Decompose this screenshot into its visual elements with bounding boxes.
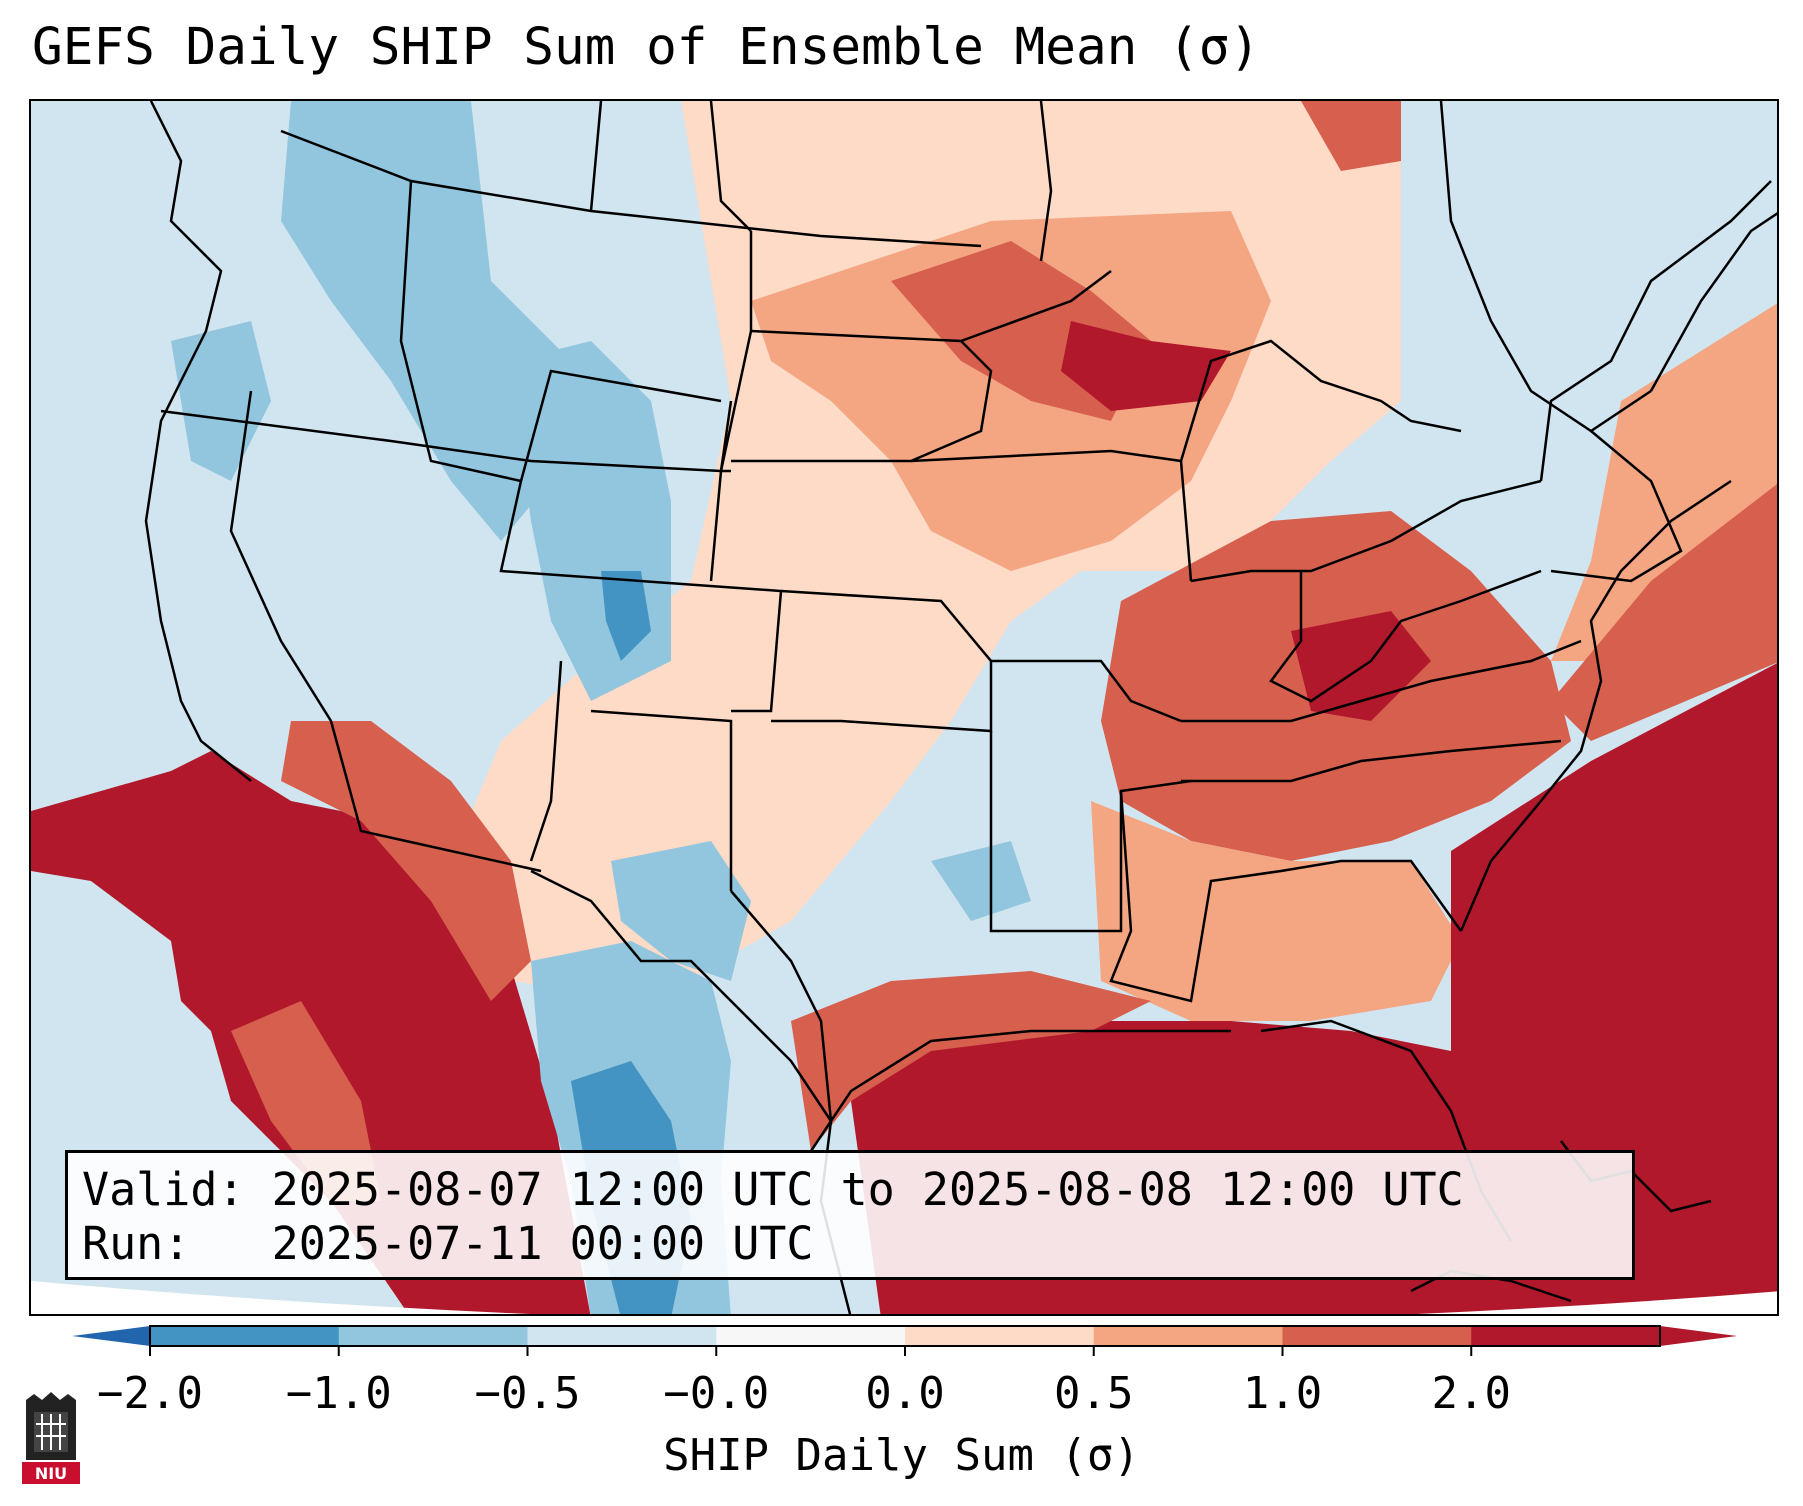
- colorbar: [72, 1325, 1737, 1356]
- colorbar-segment: [1282, 1326, 1472, 1346]
- colorbar-extend-high: [1660, 1326, 1737, 1346]
- political-borders: [144, 101, 1777, 1314]
- colorbar-tick-label: 1.0: [1242, 1368, 1323, 1419]
- colorbar-segment: [1093, 1326, 1283, 1346]
- colorbar-extend-low: [72, 1326, 150, 1346]
- atlantic-anomaly: [1551, 484, 1777, 741]
- niu-logo: NIU: [22, 1392, 80, 1484]
- colorbar-segment: [527, 1326, 717, 1346]
- texas-blue: [611, 841, 751, 981]
- niu-logo-text: NIU: [35, 1464, 67, 1483]
- map-title: GEFS Daily SHIP Sum of Ensemble Mean (σ): [32, 18, 1261, 77]
- colorbar-tick-label: −0.0: [663, 1368, 770, 1419]
- colorbar-tick-label: 2.0: [1431, 1368, 1511, 1419]
- colorbar-segment: [150, 1326, 340, 1346]
- colorbar-segment: [905, 1326, 1095, 1346]
- canada-north-anomaly: [1301, 101, 1401, 171]
- projection-edge-bottom: [31, 1281, 1777, 1314]
- colorbar-segments: [150, 1326, 1661, 1346]
- valid-time-line: Valid: 2025-08-07 12:00 UTC to 2025-08-0…: [82, 1163, 1464, 1216]
- run-time-line: Run: 2025-07-11 00:00 UTC: [82, 1217, 814, 1270]
- colorbar-tick-label: −1.0: [285, 1368, 392, 1419]
- colorbar-segment: [716, 1326, 906, 1346]
- colorbar-tick-label: −2.0: [97, 1368, 203, 1419]
- colorbar-tick-label: −0.5: [474, 1368, 581, 1419]
- colorado-blue-core: [601, 571, 651, 661]
- michigan-peak: [1061, 321, 1231, 411]
- kentucky-peak: [1291, 611, 1431, 721]
- upper-midwest-anomaly: [751, 211, 1271, 571]
- colorbar-label: SHIP Daily Sum (σ): [663, 1430, 1140, 1481]
- valid-run-info-box: Valid: 2025-08-07 12:00 UTC to 2025-08-0…: [65, 1150, 1635, 1280]
- texas-coast-anomaly: [791, 971, 1151, 1151]
- southeast-anomaly: [1091, 801, 1461, 1021]
- colorbar-segment: [338, 1326, 528, 1346]
- baja-anomaly: [281, 721, 531, 1001]
- california-blue: [171, 321, 271, 481]
- colorbar-ticks: [149, 1346, 1473, 1356]
- colorbar-tick-label: 0.0: [865, 1368, 945, 1419]
- colorbar-segment: [1471, 1326, 1661, 1346]
- colorbar-tick-label: 0.5: [1054, 1368, 1134, 1419]
- oklahoma-blue: [931, 841, 1031, 921]
